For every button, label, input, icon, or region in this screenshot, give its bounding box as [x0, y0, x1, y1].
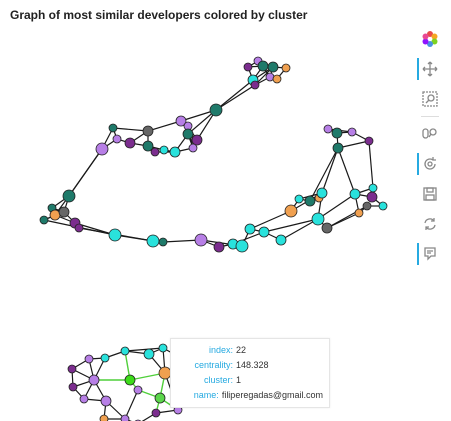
graph-node[interactable]: [259, 227, 269, 237]
graph-edge: [125, 390, 138, 419]
graph-node[interactable]: [170, 147, 180, 157]
graph-node[interactable]: [121, 415, 129, 421]
graph-node[interactable]: [324, 125, 332, 133]
graph-node[interactable]: [365, 137, 373, 145]
graph-node[interactable]: [348, 128, 356, 136]
graph-node[interactable]: [125, 375, 135, 385]
tooltip-row-cluster: cluster: 1: [177, 373, 323, 388]
graph-node[interactable]: [121, 347, 129, 355]
graph-node[interactable]: [101, 354, 109, 362]
graph-node[interactable]: [96, 143, 108, 155]
graph-edge: [216, 80, 253, 110]
graph-node[interactable]: [282, 64, 290, 72]
tooltip-key: index:: [177, 343, 236, 358]
graph-node[interactable]: [63, 190, 75, 202]
graph-node[interactable]: [195, 234, 207, 246]
toolbar-separator: [421, 116, 439, 117]
hover-icon[interactable]: [417, 241, 443, 267]
graph-edge: [250, 211, 291, 229]
tooltip-row-centrality: centrality: 148.328: [177, 358, 323, 373]
graph-node[interactable]: [159, 238, 167, 246]
hover-tooltip: index: 22 centrality: 148.328 cluster: 1…: [170, 338, 330, 408]
graph-node[interactable]: [322, 223, 332, 233]
graph-node[interactable]: [75, 224, 83, 232]
bokeh-logo-icon[interactable]: [417, 26, 443, 52]
graph-node[interactable]: [244, 63, 252, 71]
graph-node[interactable]: [363, 202, 371, 210]
graph-node[interactable]: [89, 375, 99, 385]
graph-edge: [322, 148, 338, 193]
graph-node[interactable]: [143, 126, 153, 136]
graph-edge: [69, 149, 102, 196]
graph-node[interactable]: [350, 189, 360, 199]
graph-node[interactable]: [69, 383, 77, 391]
graph-node[interactable]: [147, 235, 159, 247]
tooltip-row-name: name: filiperegadas@gmail.com: [177, 388, 323, 403]
graph-node[interactable]: [273, 75, 281, 83]
graph-node[interactable]: [68, 365, 76, 373]
wheel-zoom-icon[interactable]: [417, 121, 443, 147]
graph-node[interactable]: [101, 396, 111, 406]
graph-node[interactable]: [189, 144, 197, 152]
graph-node[interactable]: [276, 235, 286, 245]
graph-node[interactable]: [379, 202, 387, 210]
tooltip-value: filiperegadas@gmail.com: [222, 388, 323, 403]
graph-node[interactable]: [268, 62, 278, 72]
tooltip-row-index: index: 22: [177, 343, 323, 358]
graph-node[interactable]: [367, 192, 377, 202]
graph-node[interactable]: [125, 138, 135, 148]
graph-node[interactable]: [134, 386, 142, 394]
graph-node[interactable]: [369, 184, 377, 192]
tooltip-value: 1: [236, 373, 241, 388]
graph-node[interactable]: [295, 195, 303, 203]
graph-edge: [216, 85, 255, 110]
graph-node[interactable]: [155, 393, 165, 403]
graph-node[interactable]: [236, 240, 248, 252]
graph-node[interactable]: [152, 409, 160, 417]
graph-node[interactable]: [151, 148, 159, 156]
graph-node[interactable]: [109, 229, 121, 241]
graph-node[interactable]: [113, 135, 121, 143]
graph-node[interactable]: [85, 355, 93, 363]
graph-node[interactable]: [214, 242, 224, 252]
tooltip-key: centrality:: [177, 358, 236, 373]
graph-node[interactable]: [333, 143, 343, 153]
graph-edge: [264, 219, 318, 232]
bokeh-toolbar: [416, 24, 444, 269]
save-icon[interactable]: [417, 181, 443, 207]
tooltip-value: 148.328: [236, 358, 269, 373]
graph-node[interactable]: [210, 104, 222, 116]
pan-icon[interactable]: [417, 56, 443, 82]
graph-node[interactable]: [100, 415, 108, 421]
box-zoom-icon[interactable]: [417, 86, 443, 112]
graph-node[interactable]: [312, 213, 324, 225]
graph-node[interactable]: [59, 207, 69, 217]
graph-node[interactable]: [50, 210, 60, 220]
graph-node[interactable]: [159, 344, 167, 352]
graph-node[interactable]: [80, 395, 88, 403]
graph-node[interactable]: [183, 129, 193, 139]
graph-node[interactable]: [245, 224, 255, 234]
graph-node[interactable]: [332, 128, 342, 138]
graph-node[interactable]: [160, 146, 168, 154]
graph-node[interactable]: [258, 61, 268, 71]
graph-node[interactable]: [285, 205, 297, 217]
graph-node[interactable]: [251, 81, 259, 89]
graph-node[interactable]: [317, 188, 327, 198]
tooltip-key: cluster:: [177, 373, 236, 388]
tooltip-key: name:: [177, 388, 222, 403]
graph-node[interactable]: [40, 216, 48, 224]
graph-edge: [338, 148, 355, 194]
graph-node[interactable]: [144, 349, 154, 359]
graph-node[interactable]: [305, 196, 315, 206]
graph-node[interactable]: [192, 135, 202, 145]
refresh-icon[interactable]: [417, 211, 443, 237]
tooltip-value: 22: [236, 343, 246, 358]
graph-node[interactable]: [355, 209, 363, 217]
graph-edge: [369, 141, 373, 188]
reset-icon[interactable]: [417, 151, 443, 177]
graph-node[interactable]: [109, 124, 117, 132]
